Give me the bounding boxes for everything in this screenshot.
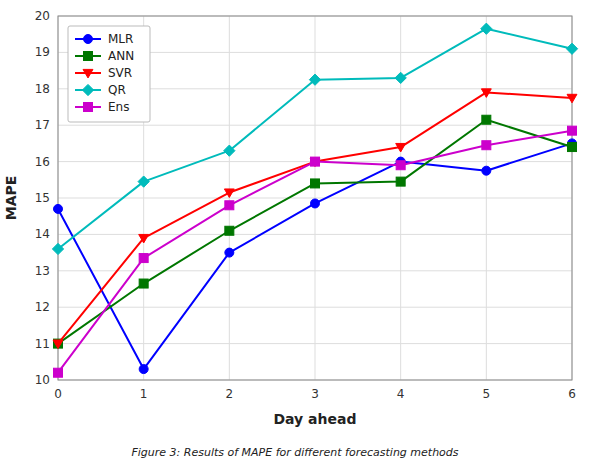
tick-label: 3	[311, 387, 319, 401]
series-line	[58, 92, 572, 343]
data-point	[566, 43, 577, 54]
data-point	[225, 226, 234, 235]
series-line	[58, 143, 572, 369]
data-point	[396, 143, 406, 152]
data-point	[139, 279, 148, 288]
tick-label: 10	[35, 373, 50, 387]
data-point	[139, 254, 148, 263]
series-line	[58, 120, 572, 344]
legend-label: MLR	[108, 32, 133, 46]
data-point	[54, 204, 63, 213]
legend-label: Ens	[108, 100, 129, 114]
x-axis-label: Day ahead	[273, 411, 356, 427]
data-point	[54, 368, 63, 377]
tick-label: 16	[35, 155, 50, 169]
data-point	[395, 72, 406, 83]
legend-marker	[83, 69, 93, 78]
legend-marker	[84, 52, 93, 61]
plot-frame	[58, 16, 572, 380]
series-group	[52, 23, 577, 377]
data-point	[310, 158, 320, 167]
data-point	[311, 179, 320, 188]
legend-label: QR	[108, 83, 126, 97]
data-point	[54, 339, 63, 348]
tick-label: 14	[35, 227, 50, 241]
data-point	[311, 157, 320, 166]
grid-line	[58, 198, 572, 199]
tick-label: 13	[35, 264, 50, 278]
data-point	[52, 243, 63, 254]
legend-label: SVR	[108, 66, 132, 80]
data-point	[568, 143, 577, 152]
tick-label: 5	[483, 387, 491, 401]
tick-label: 0	[54, 387, 62, 401]
legend-marker	[82, 84, 93, 95]
grid	[58, 16, 572, 380]
y-axis-label: MAPE	[3, 176, 19, 221]
data-point	[139, 365, 148, 374]
tick-label: 15	[35, 191, 50, 205]
data-point	[225, 248, 234, 257]
legend-marker	[84, 103, 93, 112]
series-line	[58, 131, 572, 373]
data-point	[309, 74, 320, 85]
grid-line	[58, 307, 572, 308]
data-point	[225, 201, 234, 210]
legend: MLR ANN SVR QR Ens	[68, 26, 150, 122]
tick-label: 1	[140, 387, 148, 401]
data-point	[482, 141, 491, 150]
data-point	[311, 199, 320, 208]
grid-line	[58, 234, 572, 235]
caption: Figure 3: Results of MAPE for different …	[131, 446, 458, 459]
data-point	[481, 23, 492, 34]
grid-line	[58, 125, 572, 126]
data-point	[224, 145, 235, 156]
tick-label: 2	[226, 387, 234, 401]
legend-box	[68, 26, 150, 122]
data-point	[224, 189, 234, 198]
data-point	[482, 166, 491, 175]
data-point	[139, 234, 149, 243]
data-point	[567, 94, 577, 103]
tick-label: 17	[35, 118, 50, 132]
data-point	[482, 115, 491, 124]
tick-label: 12	[35, 300, 50, 314]
data-point	[568, 126, 577, 135]
tick-label: 6	[568, 387, 576, 401]
data-point	[138, 176, 149, 187]
tick-label: 11	[35, 337, 50, 351]
tick-label: 18	[35, 82, 50, 96]
legend-marker	[84, 35, 93, 44]
tick-label: 20	[35, 9, 50, 23]
data-point	[481, 89, 491, 98]
tick-label: 19	[35, 45, 50, 59]
legend-label: ANN	[108, 49, 134, 63]
data-point	[396, 161, 405, 170]
grid-line	[58, 343, 572, 344]
tick-label: 4	[397, 387, 405, 401]
data-point	[396, 177, 405, 186]
chart: 01234561011121314151617181920Day aheadMA…	[0, 0, 590, 466]
data-point	[53, 340, 63, 349]
